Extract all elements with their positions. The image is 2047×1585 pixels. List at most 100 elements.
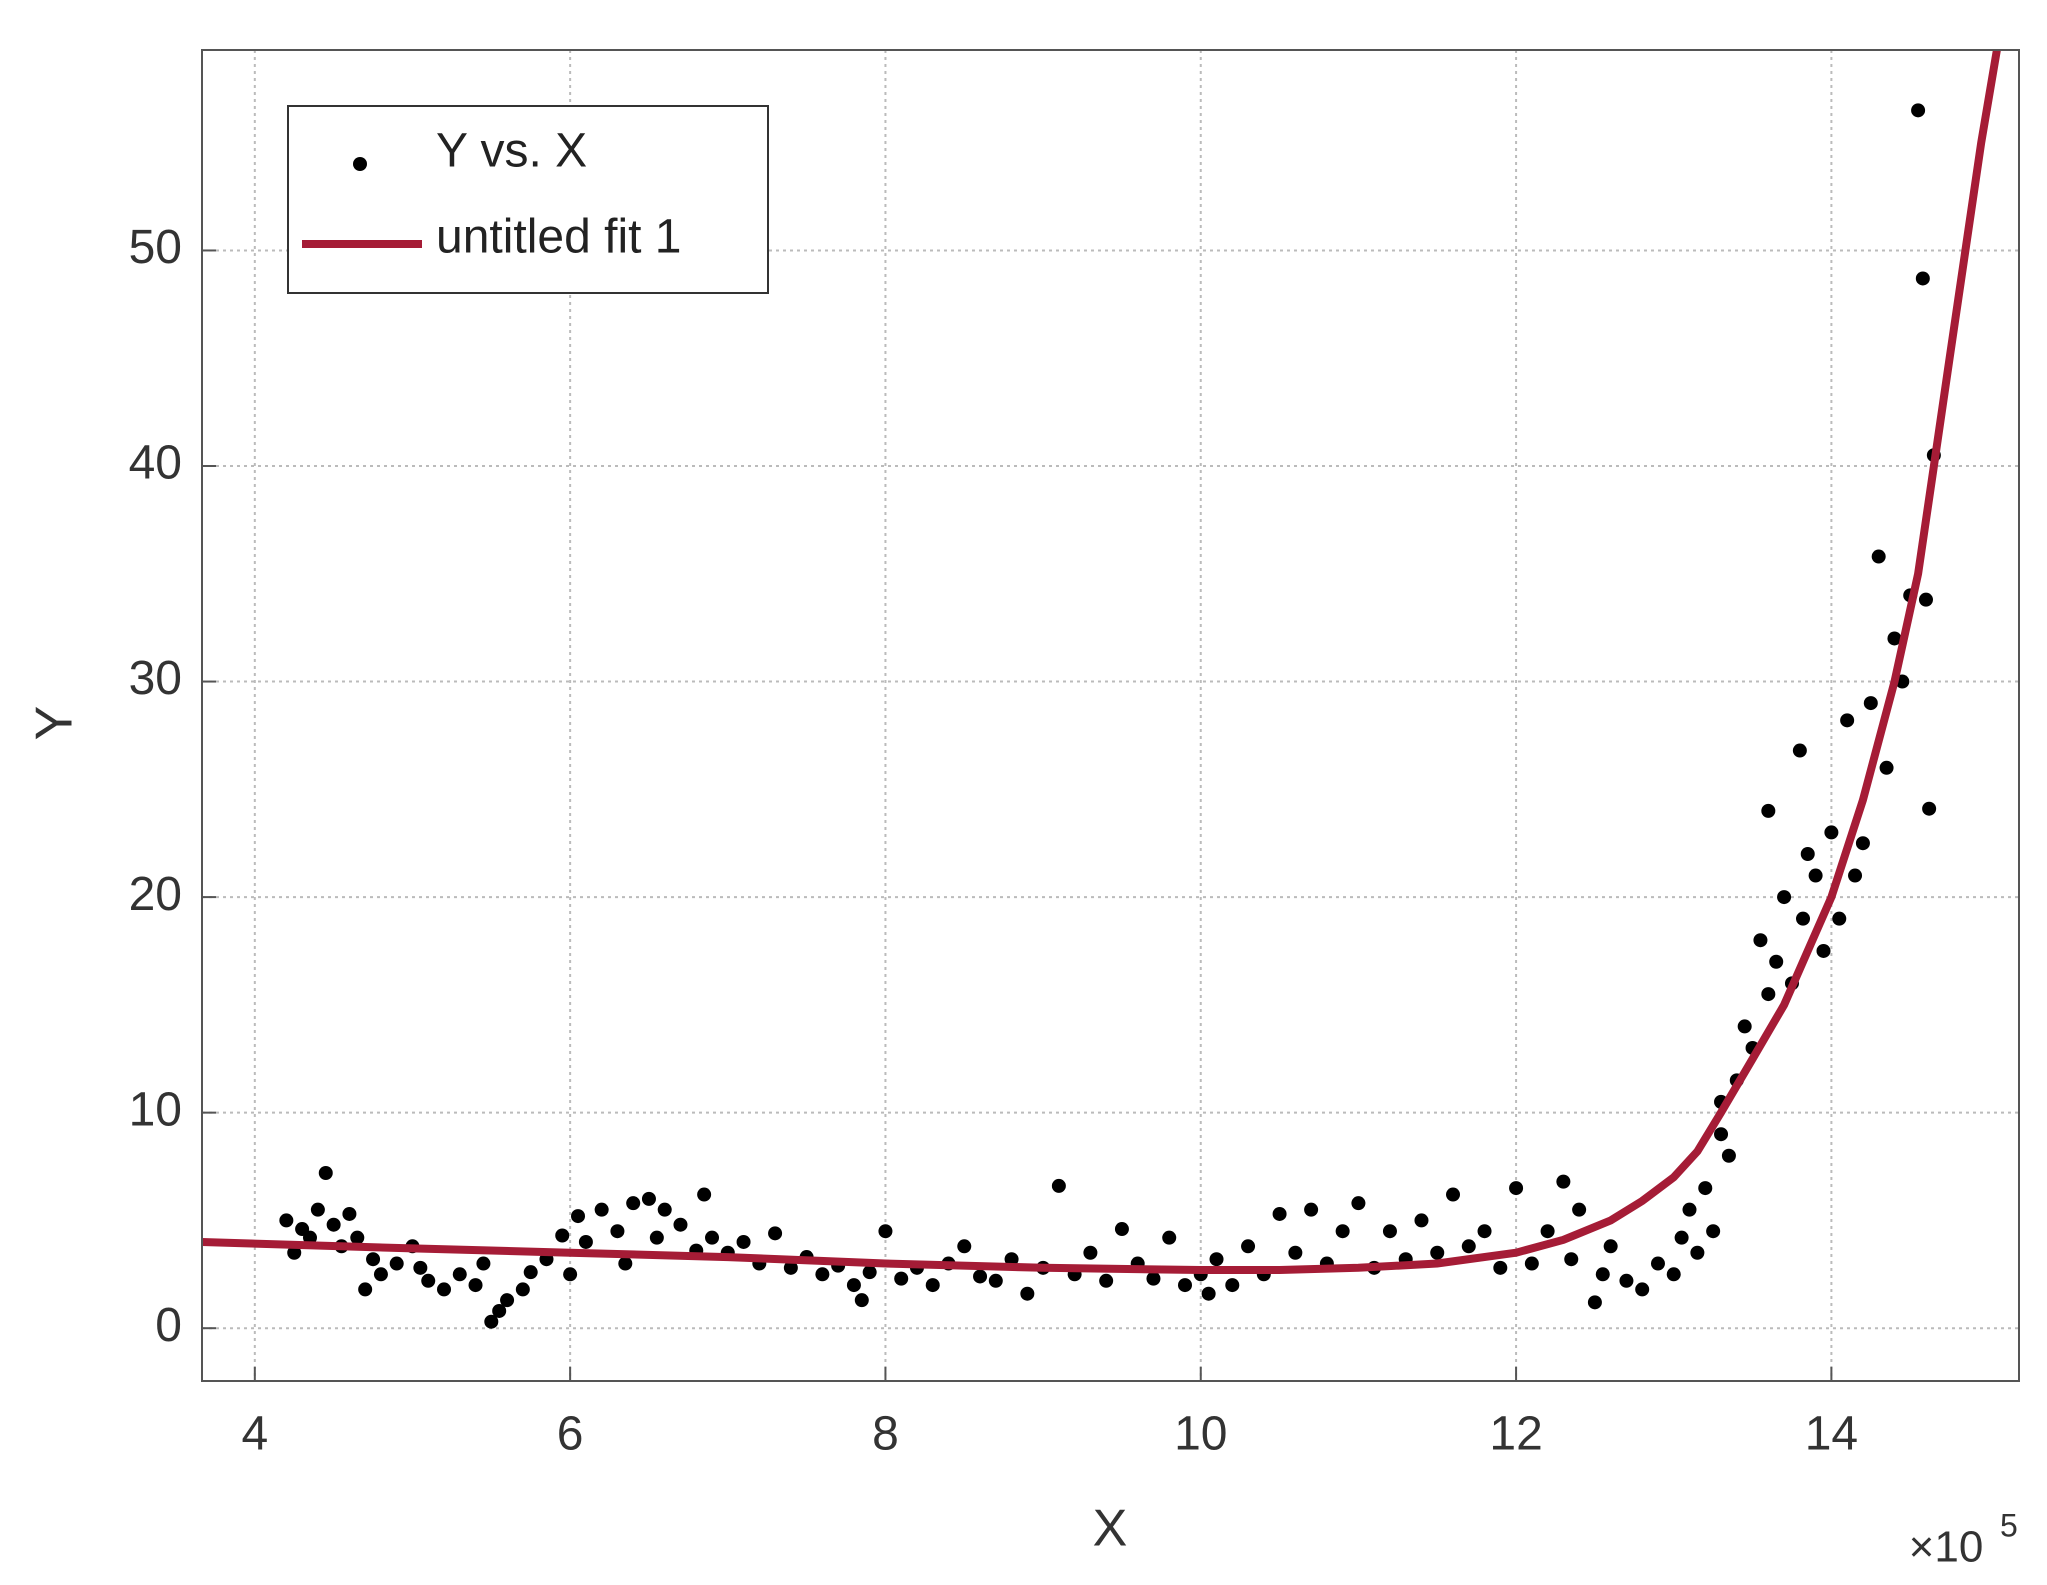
data-point xyxy=(342,1206,357,1221)
data-point xyxy=(705,1230,720,1245)
data-point xyxy=(1674,1230,1689,1245)
legend-label: Y vs. X xyxy=(436,125,587,178)
data-point xyxy=(1201,1286,1216,1301)
data-point xyxy=(279,1213,294,1228)
data-point xyxy=(618,1256,633,1271)
data-point xyxy=(1430,1245,1445,1260)
data-point xyxy=(815,1267,830,1282)
data-point xyxy=(697,1187,712,1202)
data-point xyxy=(1382,1224,1397,1239)
data-point xyxy=(594,1202,609,1217)
data-point xyxy=(1241,1239,1256,1254)
y-tick-label: 50 xyxy=(129,221,182,274)
data-point xyxy=(500,1293,515,1308)
data-point xyxy=(1477,1224,1492,1239)
data-point xyxy=(571,1209,586,1224)
data-point xyxy=(1800,846,1815,861)
data-point xyxy=(1911,103,1926,118)
data-point xyxy=(862,1265,877,1280)
x-tick-label: 4 xyxy=(241,1408,268,1461)
data-point xyxy=(555,1228,570,1243)
data-point xyxy=(783,1260,798,1275)
data-point xyxy=(1714,1127,1729,1142)
data-point xyxy=(1666,1267,1681,1282)
data-point xyxy=(366,1252,381,1267)
x-tick-label: 8 xyxy=(872,1408,899,1461)
x-axis-label: X xyxy=(1093,1500,1128,1558)
data-point xyxy=(1524,1256,1539,1271)
data-point xyxy=(1769,954,1784,969)
data-point xyxy=(389,1256,404,1271)
data-point xyxy=(1572,1202,1587,1217)
data-point xyxy=(1682,1202,1697,1217)
x-tick-label: 14 xyxy=(1805,1408,1858,1461)
data-point xyxy=(1556,1174,1571,1189)
data-point xyxy=(1816,943,1831,958)
data-point xyxy=(1304,1202,1319,1217)
data-point xyxy=(1777,890,1792,905)
data-point xyxy=(1540,1224,1555,1239)
data-point xyxy=(1832,911,1847,926)
x-tick-label: 10 xyxy=(1174,1408,1227,1461)
data-point xyxy=(1619,1273,1634,1288)
data-point xyxy=(957,1239,972,1254)
data-point xyxy=(1564,1252,1579,1267)
y-tick-label: 20 xyxy=(129,868,182,921)
data-point xyxy=(287,1245,302,1260)
y-tick-label: 40 xyxy=(129,437,182,490)
data-point xyxy=(1753,933,1768,948)
data-point xyxy=(1114,1222,1129,1237)
data-point xyxy=(1509,1181,1524,1196)
data-point xyxy=(1879,760,1894,775)
data-point xyxy=(468,1278,483,1293)
data-point xyxy=(1004,1252,1019,1267)
data-point xyxy=(973,1269,988,1284)
data-point xyxy=(894,1271,909,1286)
data-point xyxy=(413,1260,428,1275)
legend-marker xyxy=(353,157,367,171)
data-point xyxy=(1848,868,1863,883)
data-point xyxy=(1871,549,1886,564)
data-point xyxy=(1824,825,1839,840)
data-point xyxy=(641,1191,656,1206)
data-point xyxy=(1721,1148,1736,1163)
data-point xyxy=(610,1224,625,1239)
x-multiplier: ×10 xyxy=(1909,1523,1984,1572)
data-point xyxy=(358,1282,373,1297)
data-point xyxy=(649,1230,664,1245)
x-tick-label: 12 xyxy=(1489,1408,1542,1461)
data-point xyxy=(657,1202,672,1217)
data-point xyxy=(1915,271,1930,286)
data-point xyxy=(437,1282,452,1297)
fit-line xyxy=(202,50,2001,1274)
data-point xyxy=(326,1217,341,1232)
data-point xyxy=(1796,911,1811,926)
data-point xyxy=(302,1230,317,1245)
data-point xyxy=(578,1234,593,1249)
data-point xyxy=(1855,836,1870,851)
x-multiplier-exponent: 5 xyxy=(2000,1507,2018,1543)
data-point xyxy=(1635,1282,1650,1297)
data-point xyxy=(846,1278,861,1293)
data-point xyxy=(1162,1230,1177,1245)
data-point xyxy=(1083,1245,1098,1260)
data-point xyxy=(1698,1181,1713,1196)
data-point xyxy=(310,1202,325,1217)
data-point xyxy=(1587,1295,1602,1310)
data-point xyxy=(1288,1245,1303,1260)
data-point xyxy=(854,1293,869,1308)
y-tick-label: 0 xyxy=(155,1299,182,1352)
data-point xyxy=(1099,1273,1114,1288)
data-point xyxy=(452,1267,467,1282)
data-point xyxy=(484,1314,499,1329)
data-point xyxy=(988,1273,1003,1288)
data-point xyxy=(350,1230,365,1245)
y-tick-label: 10 xyxy=(129,1083,182,1136)
data-point xyxy=(1650,1256,1665,1271)
data-point xyxy=(1209,1252,1224,1267)
data-point xyxy=(1225,1278,1240,1293)
y-tick-label: 30 xyxy=(129,652,182,705)
data-point xyxy=(1792,743,1807,758)
data-point xyxy=(1177,1278,1192,1293)
